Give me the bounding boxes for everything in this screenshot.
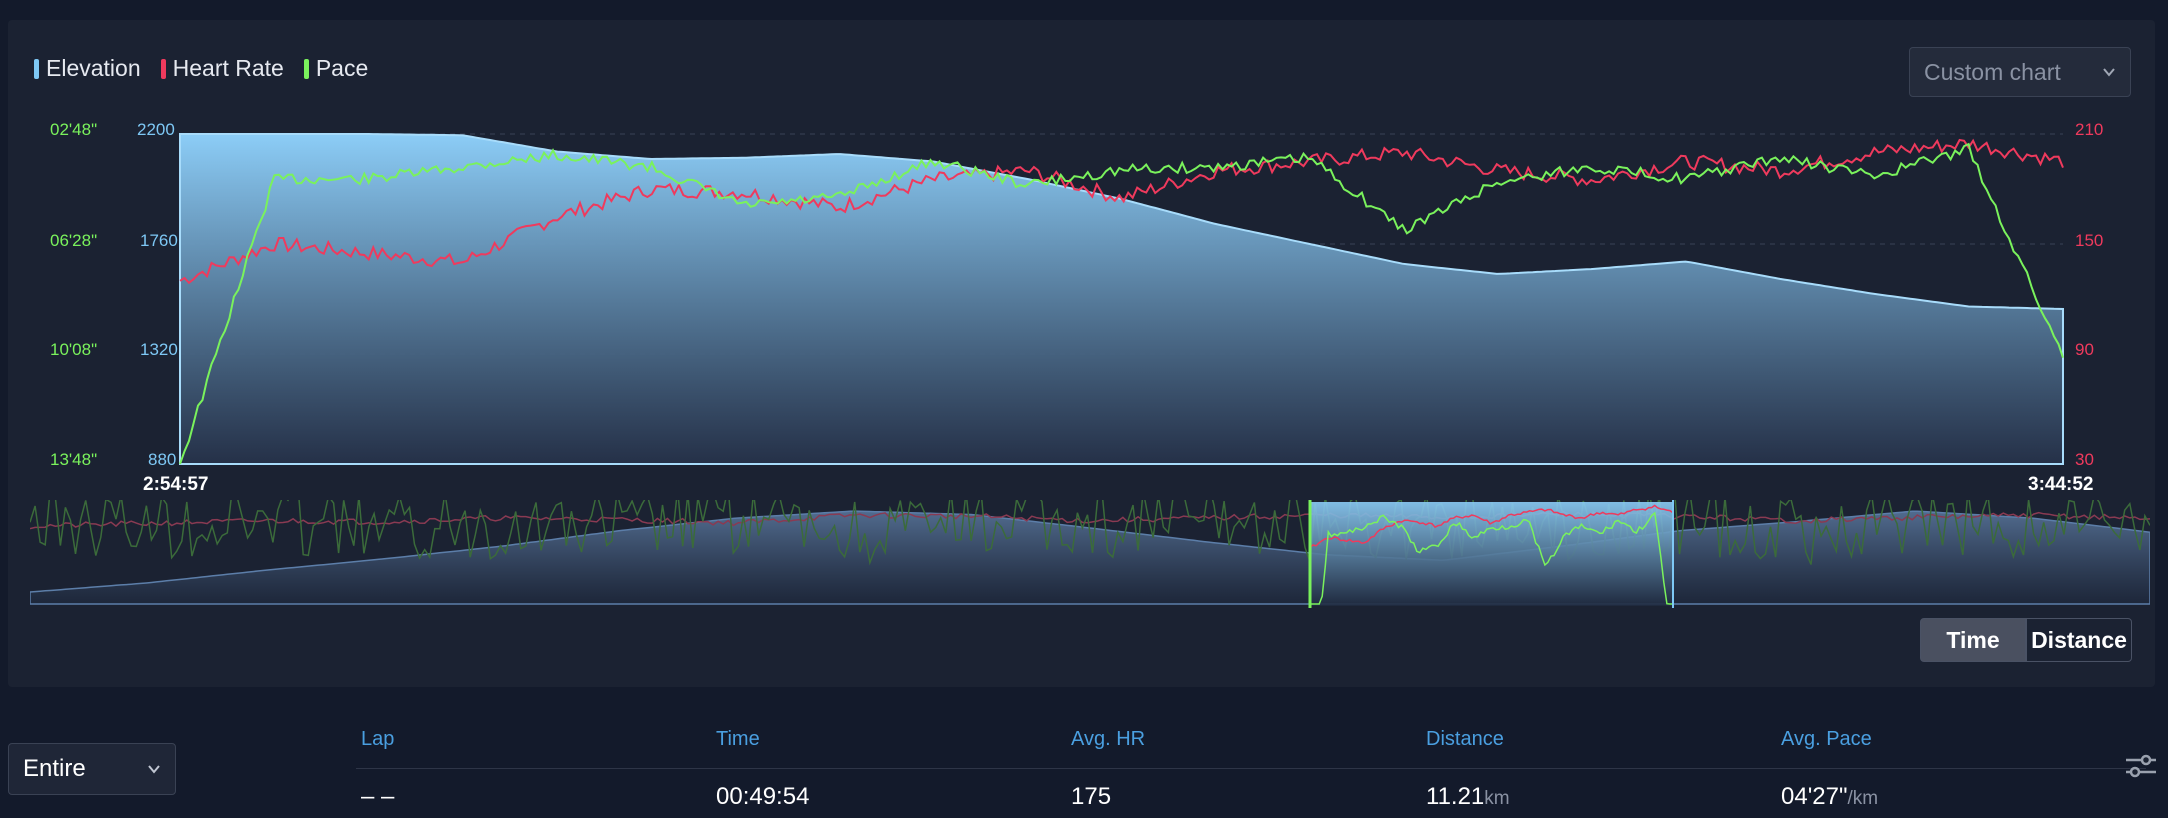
cell-time: 00:49:54 [716,783,810,810]
legend-pace-label: Pace [315,55,369,81]
overview-hr-series [30,510,2150,530]
col-header-lap: Lap [361,728,395,750]
col-header-avg-hr: Avg. HR [1071,728,1146,750]
custom-chart-select[interactable]: Custom chart [1909,47,2131,97]
chevron-down-icon [148,765,160,774]
column-settings-icon[interactable] [2124,752,2158,782]
chevron-down-icon [2103,68,2115,77]
distance-toggle-button[interactable]: Distance [2026,618,2132,662]
x-start-label: 2:54:57 [143,474,209,495]
distance-unit: km [1484,788,1510,809]
pace-value: 04'27" [1781,783,1848,810]
cell-avg-pace: 04'27"/km [1781,783,1878,811]
elevation-tick-1: 2200 [137,120,175,139]
pace-tick-2: 06'28" [50,231,98,250]
col-header-time: Time [716,728,760,750]
pace-unit: /km [1847,788,1879,809]
pace-tick-4: 13'48" [50,450,98,469]
pace-series [179,142,2064,465]
time-toggle-button[interactable]: Time [1920,618,2026,662]
hr-tick-3: 90 [2075,340,2094,359]
elevation-series [179,133,2064,465]
heart-rate-series [179,138,2064,285]
custom-chart-label: Custom chart [1924,58,2061,85]
elevation-tick-4: 880 [148,450,177,469]
hr-tick-1: 210 [2075,120,2104,139]
cell-lap: – – [361,783,395,810]
elevation-tick-3: 1320 [140,340,178,359]
legend-elevation-label: Elevation [46,55,141,81]
lap-select[interactable]: Entire [8,743,176,795]
cell-distance: 11.21km [1426,783,1510,811]
cell-avg-hr: 175 [1071,783,1112,810]
hr-tick-4: 30 [2075,450,2094,469]
distance-value: 11.21 [1426,783,1485,810]
pace-swatch [303,58,309,79]
legend-elevation[interactable]: Elevation [34,55,141,82]
table-divider [356,768,2146,769]
overview-sel-pace-series [1310,511,1673,605]
hr-tick-2: 150 [2075,231,2104,250]
overview-sel-hr-series [1309,504,1674,548]
col-header-distance: Distance [1426,728,1504,750]
axis-mode-toggle: Time Distance [1920,618,2132,662]
legend-heart-rate[interactable]: Heart Rate [160,55,284,82]
elevation-swatch [34,58,39,79]
x-end-label: 3:44:52 [2028,474,2094,495]
lap-select-label: Entire [23,755,86,782]
overview-pace-series [30,500,2150,566]
elevation-tick-2: 1760 [140,231,178,250]
pace-tick-1: 02'48" [50,120,98,139]
col-header-avg-pace: Avg. Pace [1781,728,1872,750]
legend-heart-rate-label: Heart Rate [172,55,284,81]
heart-rate-swatch [160,58,166,79]
navigator-selection[interactable] [1310,502,1673,606]
chart-legend: Elevation Heart Rate Pace [34,55,368,82]
pace-tick-3: 10'08" [50,340,98,359]
main-chart[interactable] [0,110,2168,480]
overview-navigator[interactable] [30,500,2150,608]
legend-pace[interactable]: Pace [303,55,369,82]
